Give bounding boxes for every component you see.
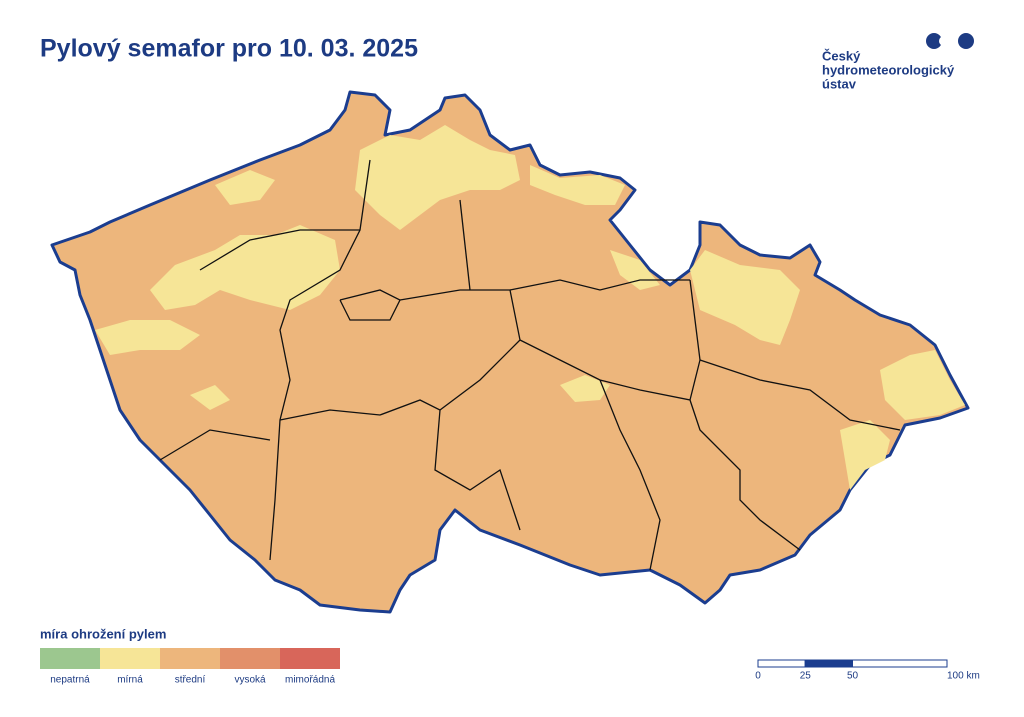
scale-label: 25 [800,671,812,682]
legend-label: nepatrná [50,675,90,686]
country-fill [50,90,970,614]
scale-segment [852,659,948,668]
legend-swatch [100,648,160,669]
logo-dot [958,33,974,49]
legend: nepatrná mírná střední vysoká mimořádná [40,648,340,686]
scale-label: 100 km [947,671,980,682]
page-title: Pylový semafor pro 10. 03. 2025 [40,35,418,63]
legend-swatch [160,648,220,669]
logo-dot [926,33,942,49]
legend-label: mimořádná [285,675,335,686]
legend-swatch [40,648,100,669]
low-areas [95,125,965,490]
legend-label: vysoká [234,675,266,686]
scale-label: 0 [755,671,761,682]
scale-segment [757,659,806,668]
legend-title: míra ohrožení pylem [40,626,166,641]
region-borders [159,159,901,571]
logo-dot [939,36,949,46]
legend-swatch [220,648,280,669]
scale-bar: 0 25 50 100 km [755,659,980,682]
logo-text: hydrometeorologický [822,62,955,77]
legend-label: střední [175,675,206,686]
logo-text: ústav [822,76,857,91]
legend-swatch [280,648,340,669]
map [50,90,970,614]
scale-segment [804,659,853,668]
scale-label: 50 [847,671,859,682]
legend-label: mírná [117,675,143,686]
logo-text: Český [822,48,861,63]
